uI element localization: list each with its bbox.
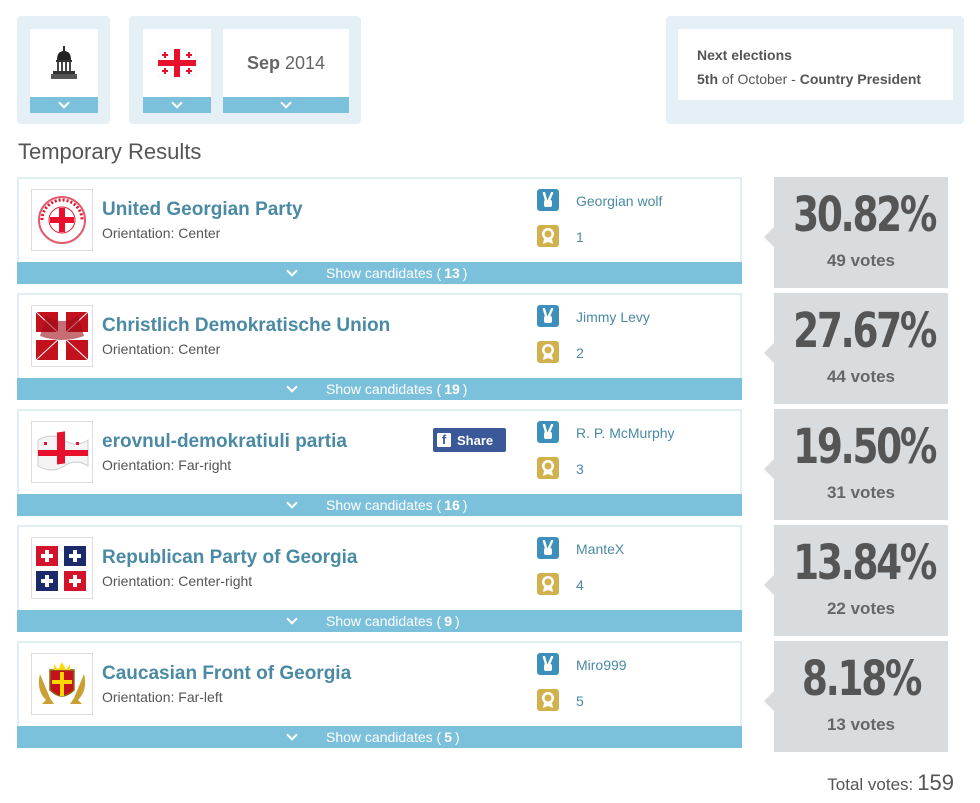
facebook-icon: f bbox=[437, 433, 451, 447]
facebook-share-button[interactable]: f Share bbox=[433, 428, 506, 452]
chevron-down-icon bbox=[286, 381, 298, 393]
chevron-down-icon bbox=[171, 96, 183, 109]
chevron-down-icon bbox=[58, 96, 70, 109]
chevron-down-icon bbox=[286, 613, 298, 625]
date-dropdown-toggle[interactable] bbox=[223, 96, 349, 113]
chamber-selector[interactable] bbox=[30, 29, 98, 97]
candidate-count: 13 bbox=[444, 265, 460, 281]
chevron-down-icon bbox=[280, 96, 292, 109]
medal-icon bbox=[537, 689, 559, 711]
total-votes: Total votes: 159 bbox=[827, 770, 954, 796]
party-rank: 5 bbox=[576, 693, 584, 709]
party-orientation: Orientation: Center-right bbox=[102, 573, 253, 589]
date-month: Sep bbox=[246, 52, 280, 73]
party-card: Caucasian Front of Georgia Orientation: … bbox=[17, 641, 742, 728]
georgia-flag-icon bbox=[158, 49, 196, 77]
party-logo[interactable] bbox=[31, 537, 93, 599]
candidate-count: 19 bbox=[444, 381, 460, 397]
vote-percentage: 19.50% bbox=[793, 419, 937, 475]
vote-count: 22 votes bbox=[826, 599, 896, 618]
next-elections-title: Next elections bbox=[697, 47, 792, 63]
vote-count: 31 votes bbox=[826, 483, 896, 502]
vote-percentage: 8.18% bbox=[801, 651, 923, 707]
chevron-down-icon bbox=[286, 729, 298, 741]
candidate-count: 9 bbox=[444, 613, 452, 629]
party-rank: 4 bbox=[576, 577, 584, 593]
chevron-down-icon bbox=[286, 265, 298, 277]
party-leader-link[interactable]: R. P. McMurphy bbox=[576, 425, 675, 441]
chevron-down-icon bbox=[286, 497, 298, 509]
result-box: 30.82% 49 votes bbox=[764, 177, 948, 288]
party-name-link[interactable]: Republican Party of Georgia bbox=[102, 547, 358, 568]
page-title: Temporary Results bbox=[18, 139, 202, 164]
party-row: Christlich Demokratische Union Orientati… bbox=[17, 293, 742, 402]
party-leader-link[interactable]: Miro999 bbox=[576, 657, 627, 673]
party-logo[interactable] bbox=[31, 653, 93, 715]
medal-icon bbox=[537, 457, 559, 479]
vote-count: 44 votes bbox=[826, 367, 896, 386]
result-box: 8.18% 13 votes bbox=[764, 641, 948, 752]
party-orientation: Orientation: Center bbox=[102, 341, 221, 357]
party-name-link[interactable]: United Georgian Party bbox=[102, 199, 303, 220]
show-candidates-button[interactable]: Show candidates ( 13 ) bbox=[17, 262, 742, 284]
show-candidates-button[interactable]: Show candidates ( 16 ) bbox=[17, 494, 742, 516]
date-selector[interactable]: Sep 2014 bbox=[223, 29, 349, 97]
party-rank: 1 bbox=[576, 229, 584, 245]
party-rank: 3 bbox=[576, 461, 584, 477]
victory-hand-icon bbox=[537, 305, 559, 327]
total-votes-value: 159 bbox=[917, 770, 954, 795]
candidate-count: 16 bbox=[444, 497, 460, 513]
total-votes-label: Total votes: bbox=[827, 775, 914, 794]
party-row: United Georgian Party Orientation: Cente… bbox=[17, 177, 742, 286]
party-card: Republican Party of Georgia Orientation:… bbox=[17, 525, 742, 612]
party-leader-link[interactable]: Jimmy Levy bbox=[576, 309, 650, 325]
country-selector[interactable] bbox=[143, 29, 211, 97]
party-orientation: Orientation: Center bbox=[102, 225, 221, 241]
next-elections-detail: 5th of October - Country President bbox=[697, 71, 922, 87]
capitol-icon bbox=[51, 46, 77, 79]
victory-hand-icon bbox=[537, 537, 559, 559]
party-row: Caucasian Front of Georgia Orientation: … bbox=[17, 641, 742, 750]
result-box: 27.67% 44 votes bbox=[764, 293, 948, 404]
date-year: 2014 bbox=[284, 52, 326, 73]
date-label: Sep 2014 bbox=[223, 29, 349, 97]
country-dropdown-toggle[interactable] bbox=[143, 96, 211, 113]
victory-hand-icon bbox=[537, 653, 559, 675]
show-candidates-button[interactable]: Show candidates ( 5 ) bbox=[17, 726, 742, 748]
chamber-dropdown-toggle[interactable] bbox=[30, 96, 98, 113]
candidate-count: 5 bbox=[444, 729, 452, 745]
party-name-link[interactable]: erovnul-demokratiuli partia bbox=[102, 431, 347, 452]
victory-hand-icon bbox=[537, 189, 559, 211]
result-box: 13.84% 22 votes bbox=[764, 525, 948, 636]
party-rank: 2 bbox=[576, 345, 584, 361]
vote-count: 49 votes bbox=[826, 251, 896, 270]
party-name-link[interactable]: Caucasian Front of Georgia bbox=[102, 663, 352, 684]
vote-count: 13 votes bbox=[826, 715, 896, 734]
party-leader-link[interactable]: Georgian wolf bbox=[576, 193, 663, 209]
vote-percentage: 13.84% bbox=[793, 535, 937, 591]
next-elections-box: Next elections 5th of October - Country … bbox=[678, 29, 953, 100]
medal-icon bbox=[537, 225, 559, 247]
party-leader-link[interactable]: ManteX bbox=[576, 541, 625, 557]
medal-icon bbox=[537, 341, 559, 363]
party-orientation: Orientation: Far-left bbox=[102, 689, 223, 705]
party-logo[interactable] bbox=[31, 421, 93, 483]
party-card: United Georgian Party Orientation: Cente… bbox=[17, 177, 742, 264]
vote-percentage: 30.82% bbox=[793, 187, 937, 243]
show-candidates-button[interactable]: Show candidates ( 9 ) bbox=[17, 610, 742, 632]
party-orientation: Orientation: Far-right bbox=[102, 457, 232, 473]
party-row: Republican Party of Georgia Orientation:… bbox=[17, 525, 742, 634]
party-row: erovnul-demokratiuli partia Orientation:… bbox=[17, 409, 742, 518]
result-box: 19.50% 31 votes bbox=[764, 409, 948, 520]
victory-hand-icon bbox=[537, 421, 559, 443]
party-logo[interactable] bbox=[31, 189, 93, 251]
medal-icon bbox=[537, 573, 559, 595]
party-card: Christlich Demokratische Union Orientati… bbox=[17, 293, 742, 380]
party-logo[interactable] bbox=[31, 305, 93, 367]
party-card: erovnul-demokratiuli partia Orientation:… bbox=[17, 409, 742, 496]
vote-percentage: 27.67% bbox=[793, 303, 937, 359]
show-candidates-button[interactable]: Show candidates ( 19 ) bbox=[17, 378, 742, 400]
party-name-link[interactable]: Christlich Demokratische Union bbox=[102, 315, 391, 336]
